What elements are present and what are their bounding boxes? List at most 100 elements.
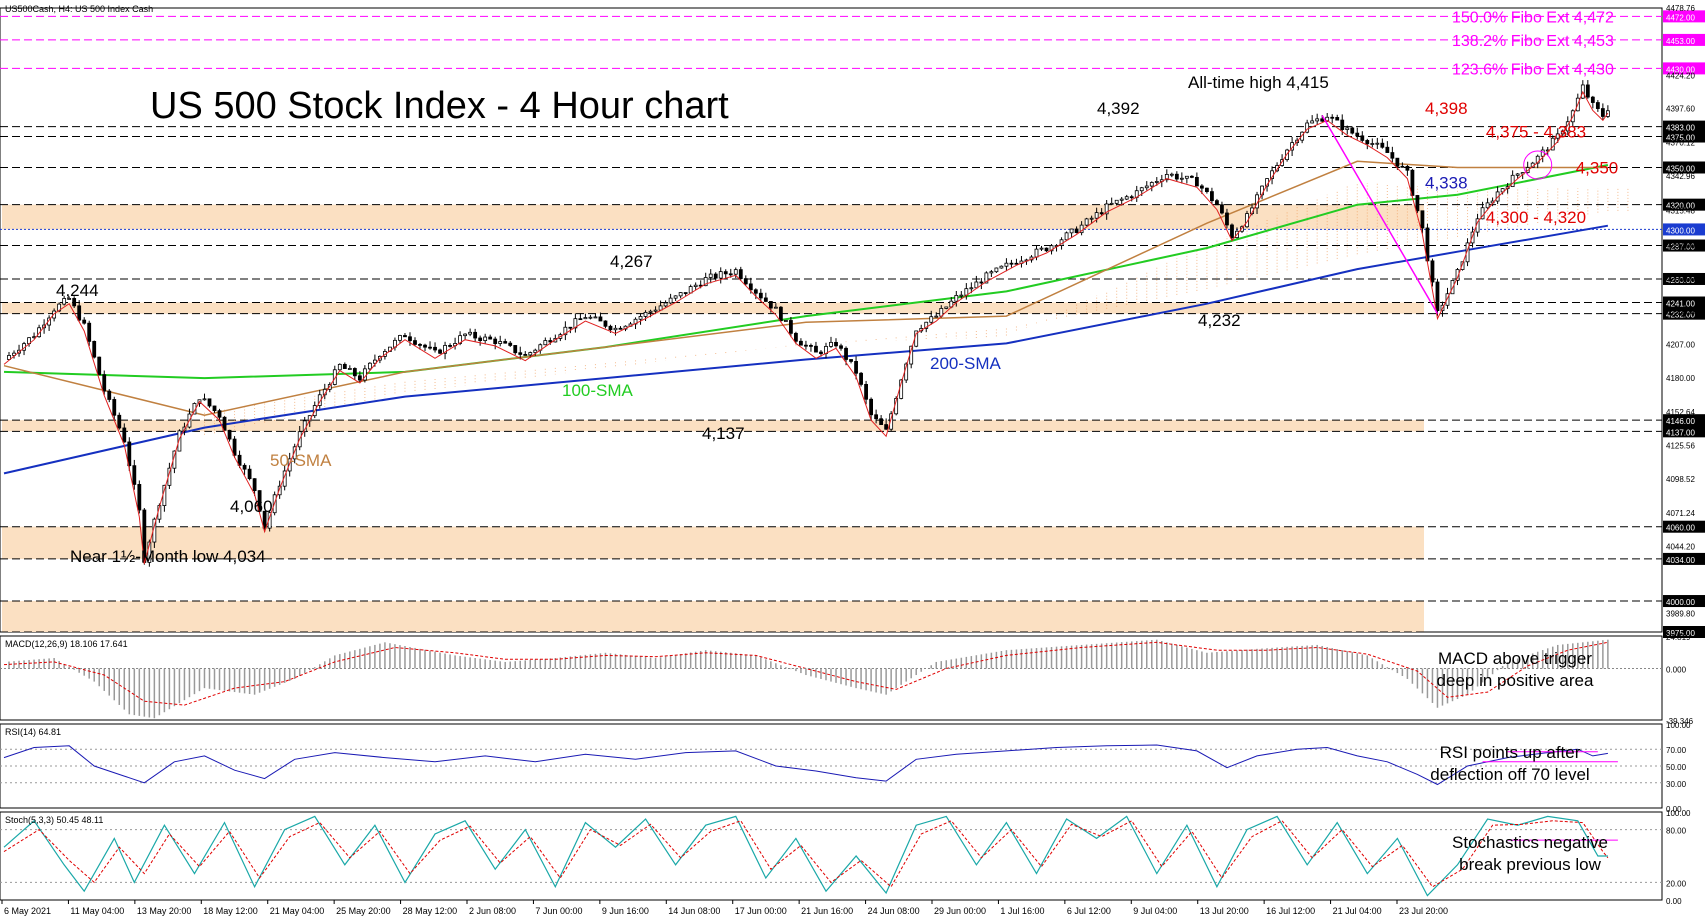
candle-body — [548, 340, 553, 343]
level-axis-box — [1663, 307, 1705, 320]
chart-annotation: 4,244 — [56, 281, 99, 300]
candle-body — [1485, 202, 1490, 209]
candle-body — [994, 267, 999, 273]
candle-body — [1230, 224, 1234, 238]
candle-body — [1034, 248, 1039, 258]
candle-body — [653, 309, 658, 312]
candle-body — [984, 272, 989, 284]
candle-body — [1154, 181, 1159, 183]
level-label: 4,338 — [1425, 173, 1468, 192]
candle-body — [573, 318, 578, 329]
stoch-axis-tick: 100.00 — [1666, 809, 1691, 818]
time-axis-label: 16 Jul 12:00 — [1266, 906, 1315, 916]
candle-body — [1199, 185, 1204, 189]
candle-body — [864, 383, 868, 400]
candle-body — [342, 363, 347, 369]
level-axis-box — [1663, 161, 1705, 174]
price-axis-tick: 4233.04 — [1666, 308, 1695, 317]
candle-body — [799, 340, 803, 346]
candle-body — [1305, 122, 1310, 133]
candle-body — [1390, 152, 1395, 159]
chart-annotation: 4,267 — [610, 252, 653, 271]
candle-body — [137, 484, 142, 511]
candle-body — [1285, 149, 1290, 161]
level-axis-label: 4375.00 — [1666, 134, 1695, 143]
macd-axis-tick: -39.346 — [1666, 717, 1694, 726]
level-axis-box — [1663, 10, 1705, 23]
candle-body — [768, 301, 773, 309]
rsi-axis-tick: 70.00 — [1666, 746, 1687, 755]
price-axis-tick: 4478.76 — [1666, 4, 1695, 13]
candle-body — [127, 441, 132, 467]
time-axis-label: 21 May 04:00 — [270, 906, 325, 916]
candle-body — [458, 335, 463, 344]
price-axis-tick: 3989.80 — [1666, 610, 1695, 619]
candle-body — [202, 398, 207, 401]
candle-body — [1380, 142, 1385, 148]
candle-body — [969, 287, 974, 290]
candle-body — [1375, 142, 1380, 145]
time-axis-label: 24 Jun 08:00 — [868, 906, 920, 916]
candle-body — [934, 315, 939, 318]
level-axis-label: 4320.00 — [1666, 202, 1695, 211]
candle-body — [1210, 191, 1214, 202]
time-axis-label: 17 Jun 00:00 — [735, 906, 787, 916]
candle-body — [1174, 173, 1179, 180]
chart-annotation: Near 1½-Month low 4,034 — [70, 547, 266, 566]
candle-body — [473, 331, 478, 339]
time-axis-label: 13 May 20:00 — [137, 906, 192, 916]
candle-body — [1169, 173, 1174, 176]
time-axis-label: 14 Jun 08:00 — [668, 906, 720, 916]
candle-body — [743, 278, 748, 285]
candle-body — [1144, 185, 1149, 189]
level-axis-label: 4000.00 — [1666, 598, 1695, 607]
time-axis-label: 1 Jul 16:00 — [1000, 906, 1044, 916]
candle-body — [257, 490, 262, 512]
macd-panel: MACD(12,26,9) 18.106 17.641 24.819 0.000 -3… — [0, 633, 1694, 726]
candle-body — [954, 295, 959, 302]
candle-body — [748, 283, 753, 291]
candle-body — [593, 316, 598, 319]
candle-body — [738, 269, 743, 280]
candle-body — [1555, 133, 1560, 139]
level-axis-box — [1663, 520, 1705, 533]
candle-body — [1109, 202, 1114, 205]
candle-body — [102, 374, 107, 392]
candle-body — [7, 355, 11, 360]
candle-body — [944, 306, 949, 309]
rsi-header: RSI(14) 64.81 — [5, 727, 61, 737]
time-axis-label: 13 Jul 20:00 — [1200, 906, 1249, 916]
support-resistance-zone — [2, 526, 1424, 559]
sma-200-line — [3, 224, 1609, 475]
candle-body — [398, 335, 402, 341]
candle-body — [62, 298, 67, 305]
candle-body — [1179, 177, 1184, 180]
candle-body — [568, 326, 573, 329]
price-axis-tick: 4207.00 — [1666, 341, 1695, 350]
candle-body — [643, 311, 648, 317]
stoch-axis-tick: 80.00 — [1666, 827, 1687, 836]
candle-body — [92, 340, 97, 358]
candle-body — [809, 344, 813, 347]
candle-body — [1220, 204, 1224, 214]
candle-body — [428, 346, 432, 349]
candle-body — [1325, 116, 1330, 122]
candle-body — [834, 341, 838, 347]
candle-body — [448, 345, 452, 347]
candle-body — [783, 320, 788, 322]
candle-body — [1385, 146, 1390, 153]
fibo-label: 123.6% Fibo Ext 4,430 — [1452, 61, 1614, 78]
candle-body — [889, 413, 894, 430]
candle-body — [859, 372, 863, 385]
candle-body — [217, 410, 222, 418]
candle-body — [463, 333, 468, 337]
candle-body — [849, 359, 853, 362]
candle-body — [693, 284, 698, 287]
candle-body — [728, 273, 733, 276]
level-axis-label: 4383.00 — [1666, 124, 1695, 133]
level-axis-label: 4146.00 — [1666, 417, 1695, 426]
candle-body — [513, 345, 518, 354]
candle-body — [1089, 217, 1094, 220]
candle-body — [773, 306, 778, 309]
